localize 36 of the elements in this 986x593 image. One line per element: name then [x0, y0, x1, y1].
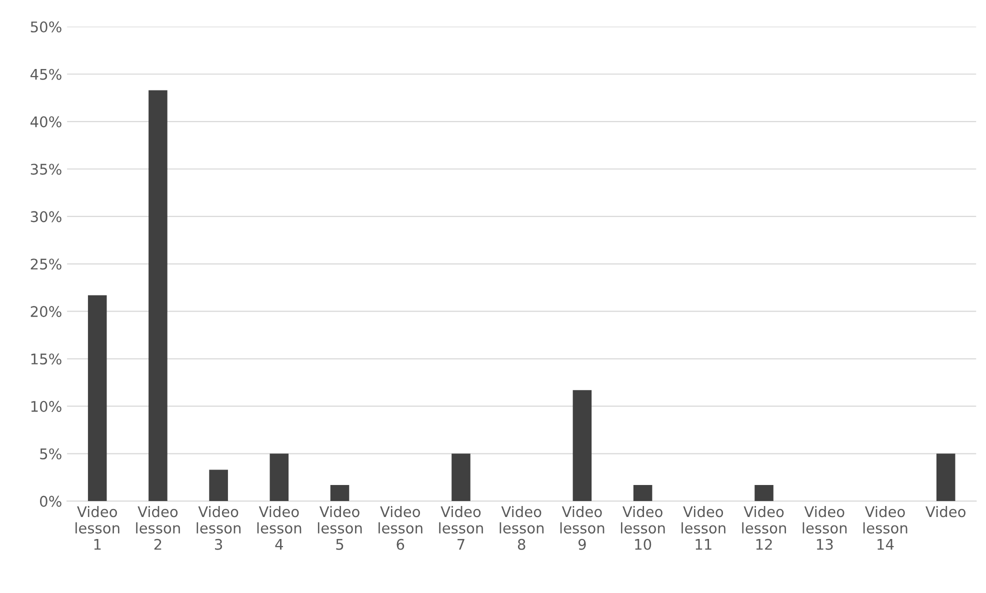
bar [754, 484, 774, 502]
x-tick-label: Video lesson 5 [318, 506, 362, 550]
x-tick-label: Video lesson 7 [439, 506, 483, 550]
y-tick-label: 50% [30, 21, 62, 32]
x-tick-label: Video lesson 9 [560, 506, 604, 550]
bar [633, 484, 652, 502]
bar [270, 454, 289, 502]
x-tick-label: Video lesson 14 [863, 506, 908, 550]
y-tick-label: 40% [30, 116, 62, 128]
bar [209, 470, 228, 502]
y-tick-label: 0% [40, 496, 62, 507]
y-tick-label: 25% [30, 258, 62, 270]
x-tick-label: Video lesson 10 [620, 506, 665, 550]
y-tick-label: 20% [30, 306, 62, 318]
x-tick-label: Video lesson 13 [802, 506, 847, 550]
y-tick-label: 30% [30, 211, 62, 222]
bar [148, 90, 168, 502]
y-tick-label: 15% [31, 353, 62, 365]
x-tick-label: Video lesson 12 [742, 506, 786, 550]
y-tick-label: 10% [31, 400, 62, 412]
x-tick-label: Video lesson 8 [500, 506, 544, 550]
bar [452, 454, 470, 502]
y-tick-label: 35% [30, 164, 62, 175]
bar [88, 295, 107, 502]
x-tick-label: Video lesson 6 [378, 506, 422, 550]
y-tick-label: 45% [30, 68, 62, 80]
x-tick-label: Video lesson 11 [682, 506, 726, 550]
x-tick-label: Video lesson 4 [257, 506, 302, 550]
bar [572, 390, 592, 502]
x-tick-label: Video lesson 2 [136, 506, 180, 550]
x-tick-label: Video [926, 506, 966, 518]
x-tick-label: Video lesson 3 [196, 506, 241, 550]
bar [936, 454, 956, 502]
bar [330, 484, 350, 502]
y-tick-label: 5% [40, 448, 62, 460]
x-tick-label: Video lesson 1 [76, 506, 120, 550]
